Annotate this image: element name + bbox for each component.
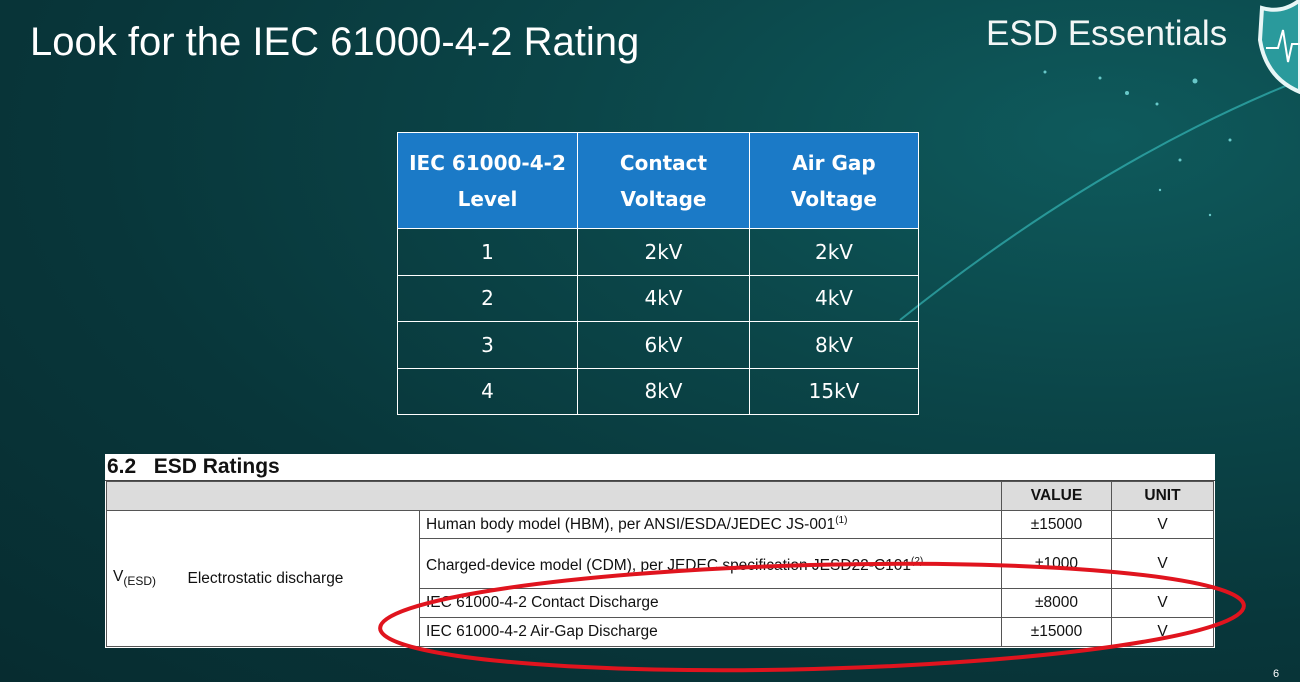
table-row: 2 4kV 4kV [397,274,919,322]
unit-cell: V [1111,538,1214,589]
table-row: 3 6kV 8kV [397,321,919,369]
slide-title: Look for the IEC 61000-4-2 Rating [30,20,640,64]
symbol-cell: V(ESD) [106,510,182,647]
header-unit: UNIT [1111,481,1214,511]
table-row: 1 2kV 2kV [397,228,919,276]
header-air-gap-voltage: Air Gap Voltage [749,132,919,229]
desc-cell: IEC 61000-4-2 Contact Discharge [419,588,1002,618]
value-cell: ±8000 [1001,588,1112,618]
value-cell: ±15000 [1001,510,1112,539]
desc-cell: IEC 61000-4-2 Air-Gap Discharge [419,617,1002,647]
parameter-cell: Electrostatic discharge [181,510,420,647]
table-row: V(ESD) Electrostatic discharge Human bod… [106,510,1214,647]
blank-header [106,481,1002,511]
cell: 4kV [749,274,919,322]
cell: 2 [397,274,578,322]
cell: 6kV [577,321,750,369]
section-heading: 6.2 ESD Ratings [105,454,1215,481]
cell: 15kV [749,367,919,415]
unit-cell: V [1111,588,1214,618]
table-header-row: IEC 61000-4-2 Level Contact Voltage Air Ga… [397,132,919,229]
unit-cell: V [1111,617,1214,647]
cell: 3 [397,321,578,369]
unit-cell: V [1111,510,1214,539]
page-number: 6 [1273,668,1280,680]
header-value: VALUE [1001,481,1112,511]
table-header-row: VALUE UNIT [106,481,1214,511]
desc-cell: Charged-device model (CDM), per JEDEC sp… [419,538,1002,589]
header-level: IEC 61000-4-2 Level [397,132,578,229]
cell: 4kV [577,274,750,322]
cell: 1 [397,228,578,276]
desc-cell: Human body model (HBM), per ANSI/ESDA/JE… [419,510,1002,539]
cell: 8kV [577,367,750,415]
value-cell: ±15000 [1001,617,1112,647]
cell: 2kV [749,228,919,276]
cell: 8kV [749,321,919,369]
value-cell: ±1000 [1001,538,1112,589]
cell: 4 [397,367,578,415]
cell: 2kV [577,228,750,276]
iec-level-table: IEC 61000-4-2 Level Contact Voltage Air Ga… [397,132,919,415]
brand-name: ESD Essentials [986,14,1228,53]
header-contact-voltage: Contact Voltage [577,132,750,229]
shield-logo-icon [1257,0,1300,95]
esd-ratings-datasheet: 6.2 ESD Ratings VALUE UNIT V(ESD) Electr… [105,454,1215,648]
table-row: 4 8kV 15kV [397,367,919,415]
